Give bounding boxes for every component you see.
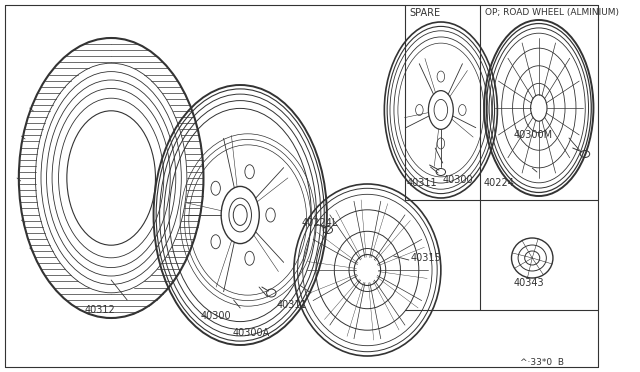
Text: 40315: 40315 (411, 253, 442, 263)
Text: 40311: 40311 (277, 300, 308, 310)
Text: OP; ROAD WHEEL (ALMINIUM): OP; ROAD WHEEL (ALMINIUM) (485, 8, 619, 17)
Text: 40300M: 40300M (513, 130, 552, 140)
Text: 40224: 40224 (483, 178, 514, 188)
Text: ^·33*0  B: ^·33*0 B (520, 358, 564, 367)
Text: SPARE: SPARE (410, 8, 441, 18)
Text: 40343: 40343 (513, 278, 544, 288)
Text: 40312: 40312 (84, 305, 116, 315)
Text: 40300: 40300 (443, 175, 474, 185)
Text: 40224L: 40224L (301, 218, 338, 228)
Text: 40300A: 40300A (233, 328, 270, 338)
Text: 40311: 40311 (407, 178, 438, 188)
Text: 40300: 40300 (201, 311, 231, 321)
